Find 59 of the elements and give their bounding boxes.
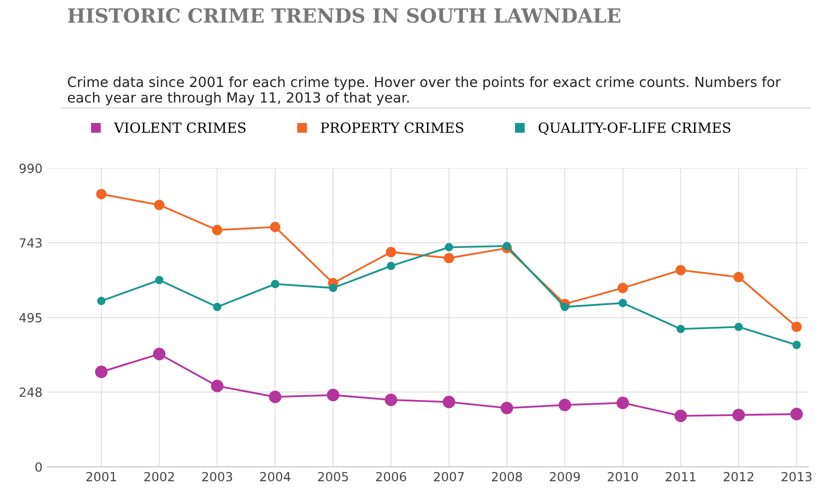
chart-subtitle: Crime data since 2001 for each crime type. Hover over the points for exact crime counts. Numbers for each year are through May 11, 2013 of that year. [68, 76, 781, 106]
point [95, 366, 108, 378]
x-tick-label: 2008 [492, 472, 522, 482]
x-tick-label: 2004 [260, 472, 290, 482]
legend-label: PROPERTY CRIMES [320, 122, 464, 133]
y-tick-label: 990 [20, 164, 42, 174]
x-tick-label: 2007 [434, 472, 464, 482]
point [733, 272, 744, 282]
x-tick-label: 2005 [318, 472, 348, 482]
point [616, 396, 630, 410]
point [326, 388, 340, 402]
x-tick-label: 2002 [144, 472, 174, 482]
point [97, 296, 106, 306]
point [674, 410, 687, 422]
point [153, 348, 166, 360]
y-tick-label: 248 [20, 388, 42, 397]
x-tick-label: 2013 [782, 472, 812, 482]
point [384, 394, 398, 406]
point [442, 396, 456, 408]
x-tick-label: 2006 [376, 472, 406, 482]
legend-label: VIOLENT CRIMES [114, 122, 246, 133]
point [734, 322, 743, 332]
point [791, 322, 802, 332]
point [558, 398, 572, 412]
x-tick-label: 2001 [86, 472, 116, 482]
point [268, 390, 282, 404]
point [444, 252, 454, 264]
point [328, 284, 338, 292]
point [213, 302, 222, 312]
legend-label: QUALITY-OF-LIFE CRIMES [538, 122, 730, 135]
point [270, 222, 280, 232]
point [790, 408, 803, 420]
point [560, 302, 570, 312]
point [732, 408, 745, 422]
point [792, 340, 801, 350]
point [502, 242, 512, 250]
point [210, 380, 224, 392]
point [386, 262, 396, 270]
point [500, 402, 514, 414]
y-tick-label: 495 [19, 312, 42, 322]
point [618, 298, 627, 308]
point [212, 224, 222, 236]
point [154, 200, 164, 210]
point [155, 276, 164, 284]
y-tick-label: 743 [20, 238, 42, 248]
y-tick-label: 0 [35, 462, 42, 472]
x-tick-label: 2003 [202, 472, 232, 482]
point [96, 188, 107, 200]
x-tick-label: 2012 [724, 472, 754, 482]
point [386, 246, 396, 258]
point [444, 243, 454, 252]
point [270, 280, 280, 288]
point [676, 324, 685, 334]
point [618, 282, 628, 294]
point [676, 264, 686, 276]
x-tick-label: 2009 [550, 472, 580, 482]
x-tick-label: 2011 [666, 472, 696, 482]
x-tick-label: 2010 [608, 472, 638, 482]
chart-title: HISTORIC CRIME TRENDS IN SOUTH LAWNDALE [68, 8, 620, 23]
